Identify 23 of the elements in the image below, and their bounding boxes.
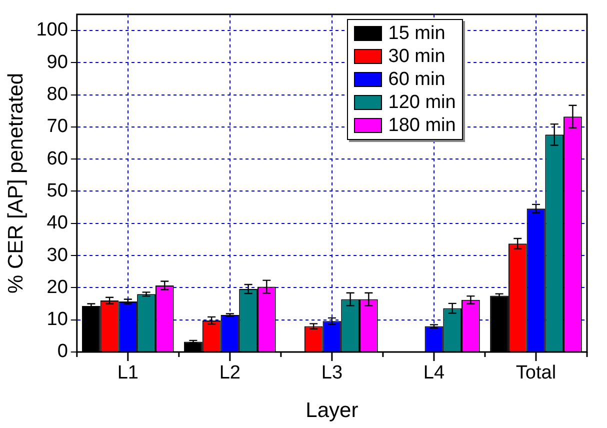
x-tick-label: L3 [321, 362, 343, 384]
y-tick-label: 20 [46, 276, 68, 298]
x-tick-label: Total [516, 362, 556, 384]
y-tick-label: 90 [46, 52, 68, 73]
y-tick-label: 50 [46, 180, 68, 202]
legend-label: 60 min [388, 68, 446, 91]
legend-label: 180 min [388, 114, 456, 137]
y-tick-label: 0 [57, 341, 68, 362]
y-tick-label: 10 [46, 309, 68, 330]
x-axis-title: Layer [306, 399, 358, 422]
y-tick-label: 60 [46, 148, 68, 170]
y-tick-label: 30 [46, 244, 68, 266]
x-tick-label: L2 [219, 362, 240, 384]
y-axis-title: % CER [AP] penetrated [4, 72, 28, 294]
legend-label: 15 min [388, 22, 446, 45]
x-tick-label: L1 [117, 362, 138, 384]
y-tick-label: 80 [46, 84, 68, 106]
x-tick-label: L4 [423, 362, 445, 384]
y-tick-label: 40 [46, 212, 68, 234]
legend-label: 30 min [388, 46, 446, 68]
y-tick-label: 100 [36, 20, 68, 41]
legend-label: 120 min [388, 92, 456, 114]
y-tick-label: 70 [46, 116, 68, 138]
